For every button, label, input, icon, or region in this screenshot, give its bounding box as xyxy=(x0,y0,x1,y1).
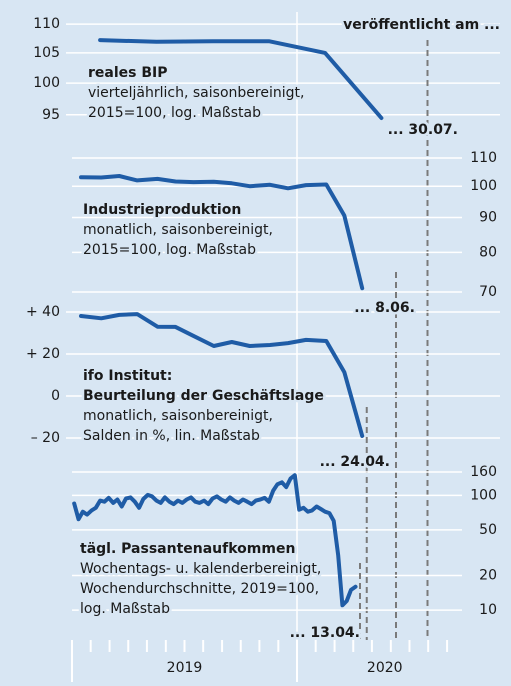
y-tick-label: 10 xyxy=(479,602,497,618)
y-tick-label: 20 xyxy=(479,568,497,584)
y-tick-label: 100 xyxy=(33,75,60,91)
line xyxy=(79,174,365,291)
release-label: ... 8.06. xyxy=(354,300,415,316)
y-tick-label: 70 xyxy=(479,284,497,300)
panel-title: Industrieproduktion xyxy=(83,202,241,218)
y-tick-label: 0 xyxy=(51,388,60,404)
release-label: ... 30.07. xyxy=(388,122,458,138)
y-tick-label: 100 xyxy=(470,178,497,194)
release-label: ... 24.04. xyxy=(320,454,390,470)
panel-subtitle: Wochendurchschnitte, 2019=100, xyxy=(80,581,319,597)
line xyxy=(72,473,358,608)
panel-subtitle: vierteljährlich, saisonbereinigt, xyxy=(88,85,304,101)
line xyxy=(79,312,365,438)
y-tick-label: – 20 xyxy=(31,430,60,446)
panel-subtitle: log. Maßstab xyxy=(80,601,170,617)
x-tick-label: 2019 xyxy=(167,660,203,676)
y-tick-label: + 40 xyxy=(26,304,60,320)
y-tick-label: 100 xyxy=(470,487,497,503)
y-tick-label: 80 xyxy=(479,244,497,260)
panel-subtitle: 2015=100, log. Maßstab xyxy=(83,242,256,258)
panel-subtitle: monatlich, saisonbereinigt, xyxy=(83,222,273,238)
y-tick-label: 110 xyxy=(33,16,60,32)
panel-subtitle: Salden in %, lin. Maßstab xyxy=(83,428,260,444)
y-tick-label: 90 xyxy=(479,209,497,225)
line xyxy=(98,38,384,120)
y-tick-label: 160 xyxy=(470,464,497,480)
panel-title: reales BIP xyxy=(88,65,168,81)
x-tick-label: 2020 xyxy=(367,660,403,676)
y-tick-label: 95 xyxy=(42,107,60,123)
panel-title: ifo Institut: xyxy=(83,368,172,384)
y-tick-label: + 20 xyxy=(26,346,60,362)
y-tick-label: 110 xyxy=(470,150,497,166)
text-layer: veröffentlicht am ... 2019 20209510010511… xyxy=(24,14,503,676)
grid-layer xyxy=(66,12,500,682)
panel-subtitle: monatlich, saisonbereinigt, xyxy=(83,408,273,424)
panel-title: Beurteilung der Geschäftslage xyxy=(83,388,324,404)
y-tick-label: 105 xyxy=(33,45,60,61)
mark-layer xyxy=(72,38,384,608)
y-tick-label: 50 xyxy=(479,522,497,538)
panel-subtitle: 2015=100, log. Maßstab xyxy=(88,105,261,121)
panel-subtitle: Wochentags- u. kalenderbereinigt, xyxy=(80,561,321,577)
panel-title: tägl. Passantenaufkommen xyxy=(80,541,295,557)
annotation: veröffentlicht am ... xyxy=(343,17,500,33)
release-label: ... 13.04. xyxy=(290,625,360,641)
